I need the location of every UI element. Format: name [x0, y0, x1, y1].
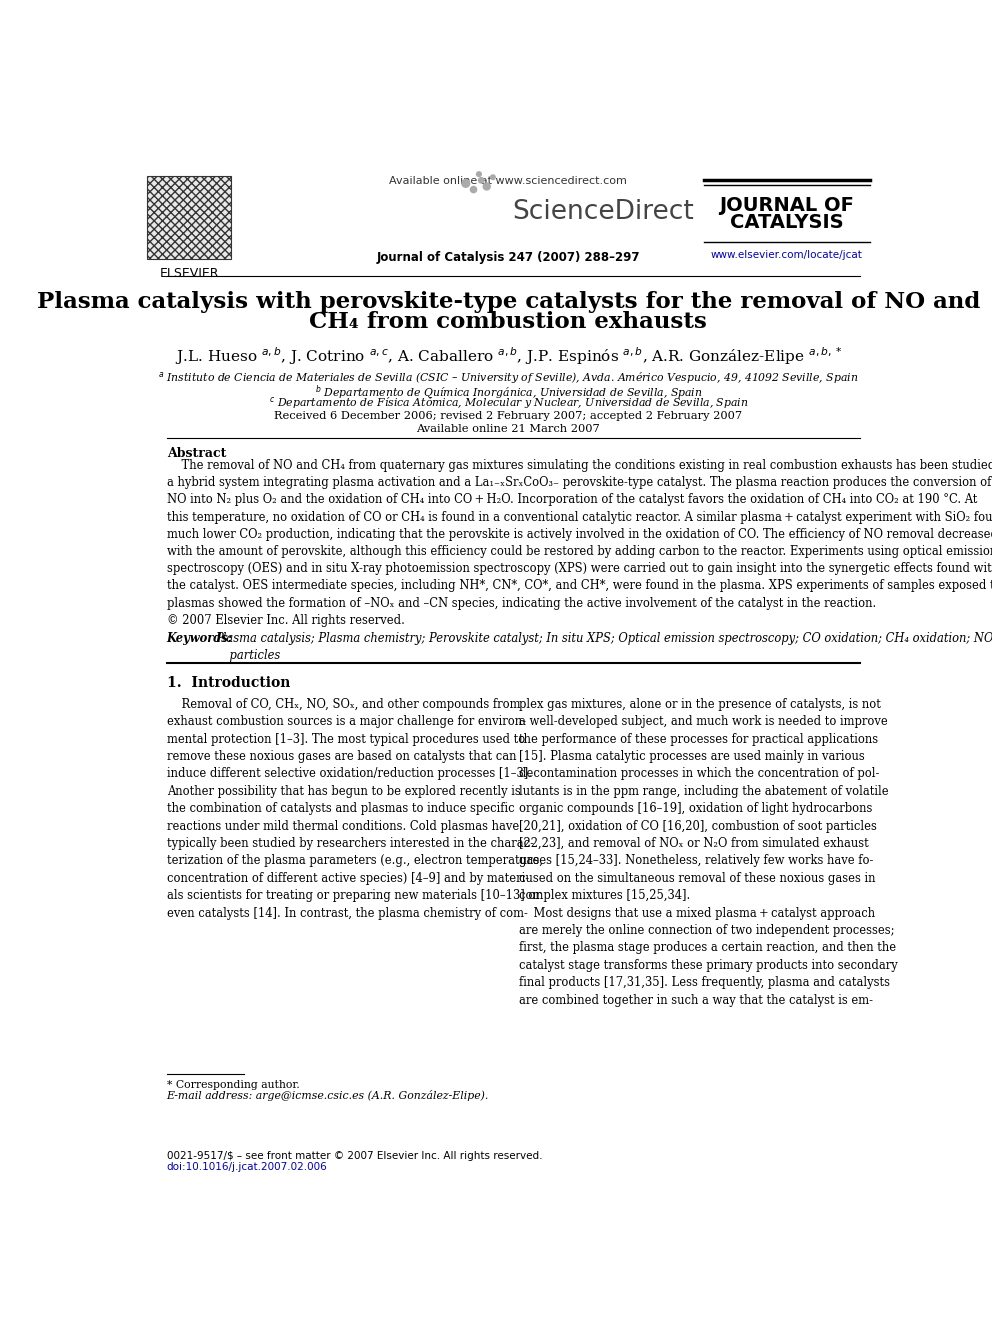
Text: * Corresponding author.: * Corresponding author.	[167, 1080, 300, 1090]
Circle shape	[483, 183, 490, 191]
Text: CATALYSIS: CATALYSIS	[730, 213, 843, 232]
Text: www.elsevier.com/locate/jcat: www.elsevier.com/locate/jcat	[710, 250, 863, 259]
Text: ScienceDirect: ScienceDirect	[512, 198, 694, 225]
Text: E-mail address: arge@icmse.csic.es (A.R. González-Elipe).: E-mail address: arge@icmse.csic.es (A.R.…	[167, 1090, 489, 1102]
Text: $^{b}$ Departamento de Química Inorgánica, Universidad de Sevilla, Spain: $^{b}$ Departamento de Química Inorgánic…	[314, 382, 702, 401]
Text: Removal of CO, CHₓ, NO, SOₓ, and other compounds from
exhaust combustion sources: Removal of CO, CHₓ, NO, SOₓ, and other c…	[167, 697, 543, 919]
Text: Journal of Catalysis 247 (2007) 288–297: Journal of Catalysis 247 (2007) 288–297	[377, 251, 640, 265]
Text: JOURNAL OF: JOURNAL OF	[719, 196, 854, 214]
Text: Received 6 December 2006; revised 2 February 2007; accepted 2 February 2007: Received 6 December 2006; revised 2 Febr…	[275, 411, 742, 421]
Text: The removal of NO and CH₄ from quaternary gas mixtures simulating the conditions: The removal of NO and CH₄ from quaternar…	[167, 459, 992, 627]
Text: J.L. Hueso $^{a,b}$, J. Cotrino $^{a,c}$, A. Caballero $^{a,b}$, J.P. Espinós $^: J.L. Hueso $^{a,b}$, J. Cotrino $^{a,c}$…	[175, 345, 842, 366]
Text: doi:10.1016/j.jcat.2007.02.006: doi:10.1016/j.jcat.2007.02.006	[167, 1162, 327, 1172]
Text: 1.  Introduction: 1. Introduction	[167, 676, 290, 691]
Circle shape	[462, 180, 469, 188]
Circle shape	[491, 175, 495, 180]
Text: Abstract: Abstract	[167, 447, 226, 459]
Text: Plasma catalysis; Plasma chemistry; Perovskite catalyst; In situ XPS; Optical em: Plasma catalysis; Plasma chemistry; Pero…	[214, 631, 992, 662]
Text: Available online at www.sciencedirect.com: Available online at www.sciencedirect.co…	[390, 176, 627, 185]
Circle shape	[478, 177, 484, 183]
Bar	[147, 176, 231, 259]
Text: Keywords:: Keywords:	[167, 631, 237, 644]
Text: Available online 21 March 2007: Available online 21 March 2007	[417, 423, 600, 434]
Circle shape	[476, 172, 481, 176]
Text: ELSEVIER: ELSEVIER	[160, 266, 219, 279]
Text: plex gas mixtures, alone or in the presence of catalysts, is not
a well-develope: plex gas mixtures, alone or in the prese…	[519, 697, 898, 1007]
Text: $^{c}$ Departamento de Física Atómica, Molecular y Nuclear, Universidad de Sevil: $^{c}$ Departamento de Física Atómica, M…	[269, 396, 748, 410]
Text: 0021-9517/$ – see front matter © 2007 Elsevier Inc. All rights reserved.: 0021-9517/$ – see front matter © 2007 El…	[167, 1151, 542, 1160]
Circle shape	[470, 187, 476, 193]
Text: $^{a}$ Instituto de Ciencia de Materiales de Sevilla (CSIC – University of Sevil: $^{a}$ Instituto de Ciencia de Materiale…	[158, 370, 859, 386]
Text: CH₄ from combustion exhausts: CH₄ from combustion exhausts	[310, 311, 707, 333]
Text: Plasma catalysis with perovskite-type catalysts for the removal of NO and: Plasma catalysis with perovskite-type ca…	[37, 291, 980, 314]
